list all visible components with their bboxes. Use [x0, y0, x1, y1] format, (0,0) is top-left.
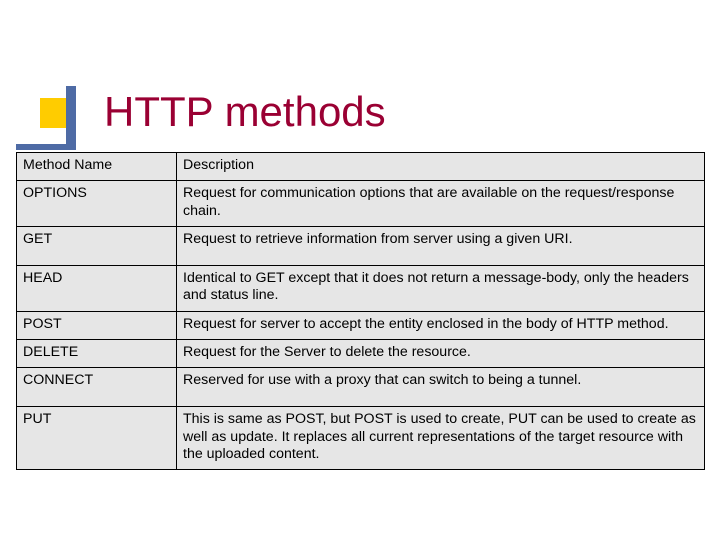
cell-method: PUT	[17, 407, 177, 470]
cell-description: Request for the Server to delete the res…	[177, 339, 705, 367]
cell-method: HEAD	[17, 265, 177, 311]
cell-description: This is same as POST, but POST is used t…	[177, 407, 705, 470]
cell-method: CONNECT	[17, 368, 177, 407]
cell-description: Request for server to accept the entity …	[177, 311, 705, 339]
cell-method: Method Name	[17, 153, 177, 181]
table-row: PUTThis is same as POST, but POST is use…	[17, 407, 705, 470]
table-row: CONNECTReserved for use with a proxy tha…	[17, 368, 705, 407]
accent-bar-blue-vertical	[66, 86, 76, 150]
table-row: OPTIONSRequest for communication options…	[17, 181, 705, 227]
table-row: DELETERequest for the Server to delete t…	[17, 339, 705, 367]
table-row: Method NameDescription	[17, 153, 705, 181]
accent-bar-blue-horizontal	[16, 144, 76, 150]
cell-description: Reserved for use with a proxy that can s…	[177, 368, 705, 407]
cell-method: DELETE	[17, 339, 177, 367]
cell-method: POST	[17, 311, 177, 339]
table-row: POSTRequest for server to accept the ent…	[17, 311, 705, 339]
cell-description: Description	[177, 153, 705, 181]
cell-description: Request to retrieve information from ser…	[177, 226, 705, 265]
cell-description: Identical to GET except that it does not…	[177, 265, 705, 311]
table-row: HEADIdentical to GET except that it does…	[17, 265, 705, 311]
cell-description: Request for communication options that a…	[177, 181, 705, 227]
cell-method: GET	[17, 226, 177, 265]
cell-method: OPTIONS	[17, 181, 177, 227]
http-methods-table: Method NameDescriptionOPTIONSRequest for…	[16, 152, 705, 470]
table-row: GETRequest to retrieve information from …	[17, 226, 705, 265]
slide-title: HTTP methods	[104, 88, 386, 136]
